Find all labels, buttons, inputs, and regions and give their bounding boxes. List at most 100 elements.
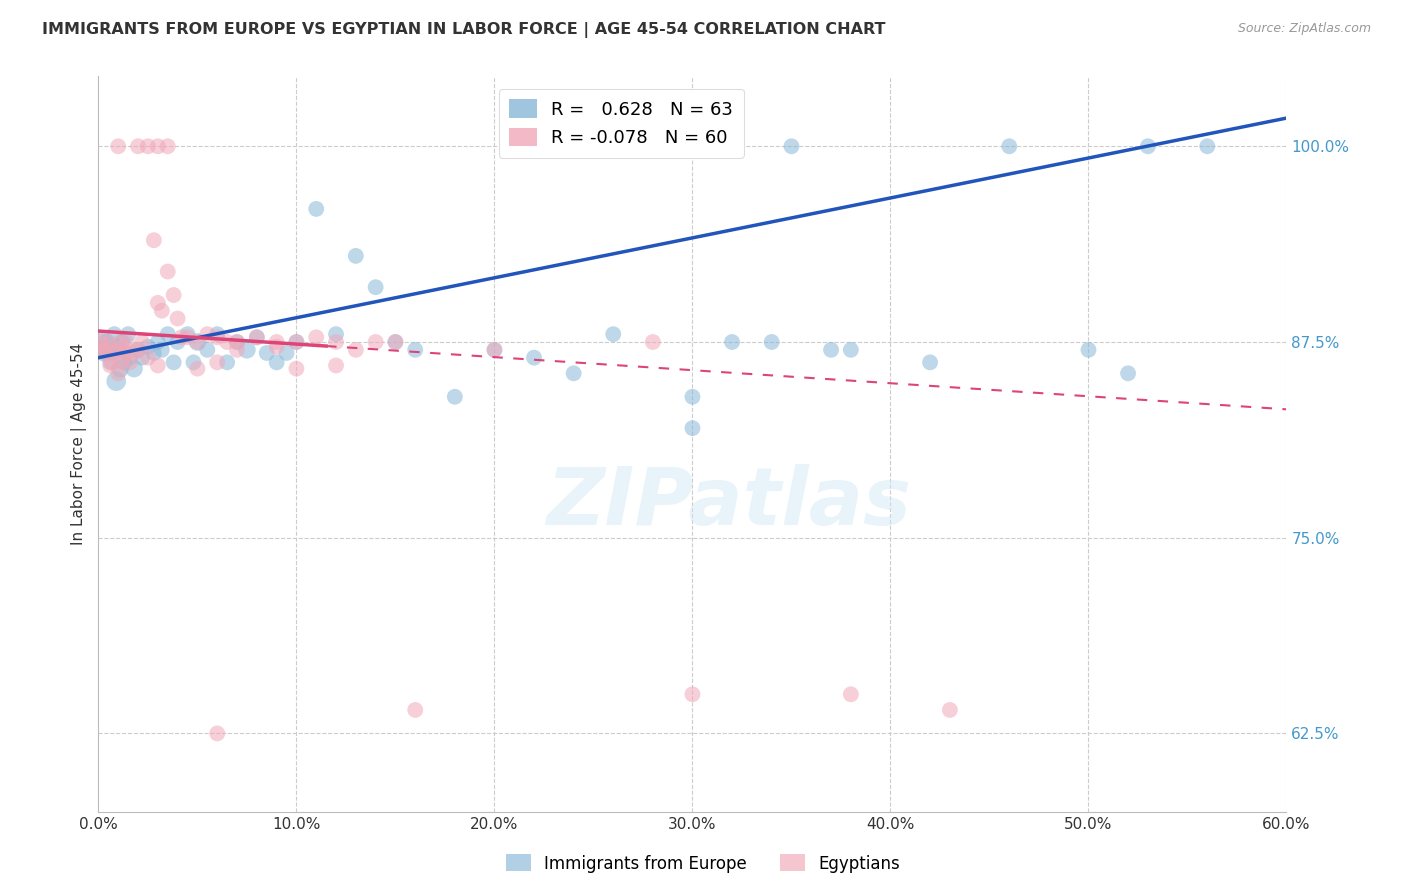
Point	[93, 346, 115, 360]
Point	[195, 327, 218, 342]
Point	[176, 330, 198, 344]
Point	[103, 346, 125, 360]
Legend: Immigrants from Europe, Egyptians: Immigrants from Europe, Egyptians	[499, 847, 907, 880]
Point	[305, 202, 328, 216]
Point	[325, 359, 347, 373]
Point	[97, 334, 120, 349]
Point	[839, 343, 862, 357]
Point	[1116, 367, 1139, 381]
Point	[1077, 343, 1099, 357]
Point	[217, 334, 239, 349]
Point	[998, 139, 1021, 153]
Point	[1197, 139, 1219, 153]
Point	[93, 346, 115, 360]
Point	[364, 334, 387, 349]
Point	[839, 687, 862, 701]
Point	[276, 346, 298, 360]
Point	[939, 703, 962, 717]
Point	[404, 343, 426, 357]
Point	[1136, 139, 1159, 153]
Point	[325, 334, 347, 349]
Point	[285, 361, 308, 376]
Point	[146, 139, 169, 153]
Point	[384, 334, 406, 349]
Point	[127, 343, 149, 357]
Point	[820, 343, 842, 357]
Point	[150, 343, 173, 357]
Point	[115, 334, 138, 349]
Point	[226, 334, 249, 349]
Point	[404, 703, 426, 717]
Text: IMMIGRANTS FROM EUROPE VS EGYPTIAN IN LABOR FORCE | AGE 45-54 CORRELATION CHART: IMMIGRANTS FROM EUROPE VS EGYPTIAN IN LA…	[42, 22, 886, 38]
Legend: R =   0.628   N = 63, R = -0.078   N = 60: R = 0.628 N = 63, R = -0.078 N = 60	[499, 88, 744, 158]
Point	[107, 340, 129, 354]
Point	[156, 327, 179, 342]
Point	[205, 726, 228, 740]
Text: Source: ZipAtlas.com: Source: ZipAtlas.com	[1237, 22, 1371, 36]
Point	[122, 346, 145, 360]
Point	[226, 334, 249, 349]
Point	[131, 334, 153, 349]
Point	[111, 355, 134, 369]
Point	[484, 343, 506, 357]
Point	[166, 311, 188, 326]
Point	[285, 334, 308, 349]
Point	[101, 346, 124, 360]
Point	[266, 334, 288, 349]
Point	[112, 355, 135, 369]
Point	[97, 343, 120, 357]
Point	[136, 139, 159, 153]
Point	[115, 346, 138, 360]
Point	[107, 139, 129, 153]
Point	[136, 340, 159, 354]
Point	[484, 343, 506, 357]
Point	[142, 346, 165, 360]
Point	[523, 351, 546, 365]
Point	[186, 361, 208, 376]
Point	[120, 351, 142, 365]
Point	[103, 327, 125, 342]
Point	[89, 334, 111, 349]
Point	[98, 355, 121, 369]
Point	[108, 361, 131, 376]
Y-axis label: In Labor Force | Age 45-54: In Labor Force | Age 45-54	[72, 343, 87, 545]
Point	[156, 264, 179, 278]
Point	[236, 343, 259, 357]
Point	[195, 343, 218, 357]
Point	[183, 355, 205, 369]
Point	[256, 346, 278, 360]
Point	[780, 139, 803, 153]
Point	[285, 334, 308, 349]
Point	[246, 330, 269, 344]
Point	[136, 351, 159, 365]
Point	[761, 334, 783, 349]
Point	[266, 355, 288, 369]
Point	[127, 343, 149, 357]
Point	[96, 343, 118, 357]
Point	[108, 334, 131, 349]
Point	[444, 390, 467, 404]
Point	[150, 303, 173, 318]
Point	[120, 355, 142, 369]
Point	[186, 334, 208, 349]
Point	[98, 359, 121, 373]
Point	[384, 334, 406, 349]
Point	[325, 327, 347, 342]
Point	[101, 355, 124, 369]
Point	[681, 421, 703, 435]
Point	[246, 330, 269, 344]
Point	[681, 390, 703, 404]
Point	[163, 288, 186, 302]
Point	[217, 355, 239, 369]
Point	[163, 355, 186, 369]
Point	[91, 340, 114, 354]
Point	[117, 343, 139, 357]
Point	[226, 343, 249, 357]
Point	[205, 330, 228, 344]
Point	[91, 343, 114, 357]
Point	[186, 334, 208, 349]
Point	[205, 327, 228, 342]
Point	[602, 327, 624, 342]
Point	[170, 330, 193, 344]
Point	[266, 340, 288, 354]
